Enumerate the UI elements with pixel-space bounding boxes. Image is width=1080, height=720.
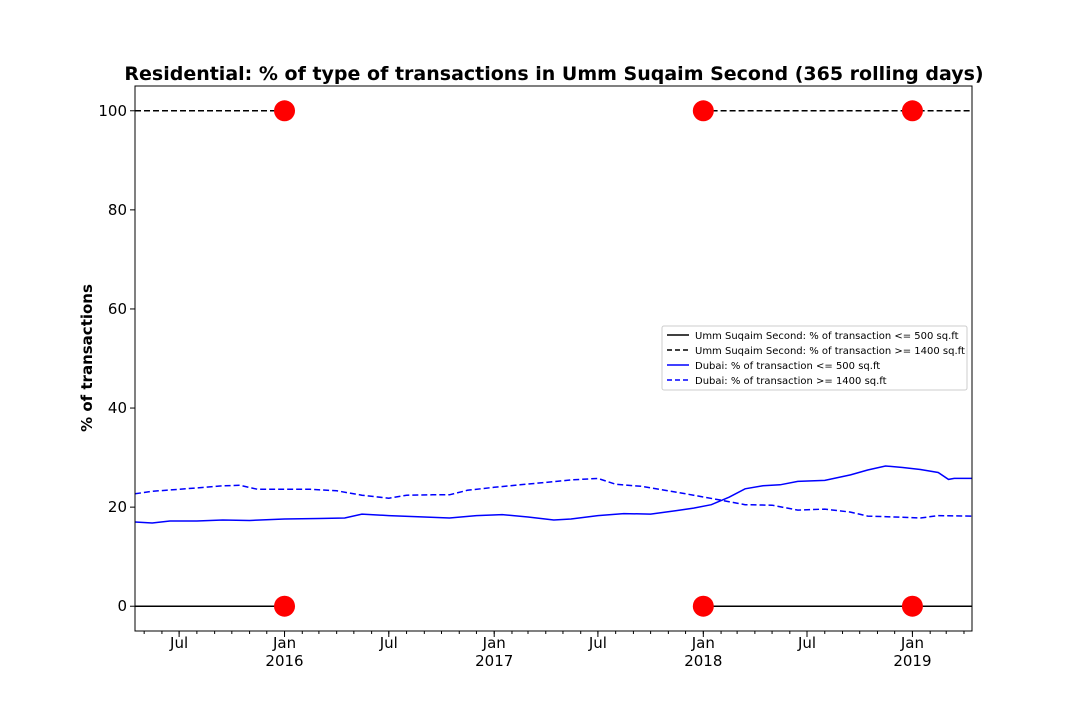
y-axis-label: % of transactions	[78, 284, 96, 432]
legend: Umm Suqaim Second: % of transaction <= 5…	[661, 325, 968, 391]
y-tick-label: 60	[108, 300, 127, 318]
x-tick-label: Jan	[691, 634, 715, 652]
legend-label-2: Umm Suqaim Second: % of transaction >= 1…	[695, 346, 965, 357]
plot-frame	[134, 85, 973, 632]
legend-label-4: Dubai: % of transaction >= 1400 sq.ft	[695, 376, 887, 387]
marker-point-6	[901, 595, 923, 617]
plot-area	[135, 100, 972, 617]
y-tick-label: 20	[108, 498, 127, 516]
x-tick-label: Jul	[588, 634, 607, 652]
marker-point-3	[692, 100, 714, 122]
x-tick-label: Jul	[797, 634, 816, 652]
x-tick-year-label: 2019	[893, 652, 931, 670]
legend-box	[661, 325, 968, 391]
x-tick-label: Jul	[379, 634, 398, 652]
x-tick-label: Jan	[272, 634, 296, 652]
x-tick-year-label: 2016	[265, 652, 303, 670]
x-tick-label: Jul	[169, 634, 188, 652]
chart-title: Residential: % of type of transactions i…	[124, 63, 983, 85]
marker-point-1	[274, 100, 296, 122]
y-tick-label: 80	[108, 201, 127, 219]
x-tick-label: Jan	[900, 634, 924, 652]
legend-label-3: Dubai: % of transaction <= 500 sq.ft	[695, 361, 880, 372]
x-tick-year-label: 2018	[684, 652, 722, 670]
y-tick-label: 40	[108, 399, 127, 417]
marker-point-2	[274, 595, 296, 617]
series-line-3	[135, 465, 972, 524]
series-lines	[135, 110, 972, 607]
y-tick-label: 0	[117, 597, 127, 615]
marker-point-4	[692, 595, 714, 617]
y-tick-label: 100	[98, 102, 127, 120]
x-tick-label: Jan	[482, 634, 506, 652]
x-tick-year-label: 2017	[475, 652, 513, 670]
marker-point-5	[901, 100, 923, 122]
legend-label-1: Umm Suqaim Second: % of transaction <= 5…	[695, 331, 959, 342]
series-line-4	[135, 477, 972, 519]
